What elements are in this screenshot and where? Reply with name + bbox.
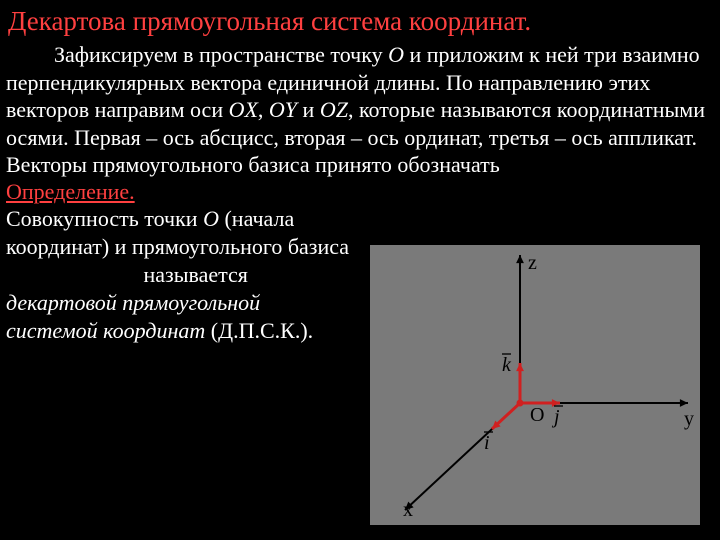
svg-text:k: k — [502, 354, 512, 376]
para-OZ: OZ — [320, 97, 348, 122]
def-d3: называется — [144, 262, 248, 287]
svg-text:y: y — [684, 408, 694, 430]
definition-label: Определение. — [6, 179, 710, 205]
svg-text:O: O — [530, 404, 544, 426]
para-O1: О — [388, 42, 404, 67]
definition-text: Совокупность точки О (начала координат) … — [6, 205, 351, 346]
para-comma1: , — [258, 97, 269, 122]
coordinate-diagram: z y x Ok j i — [370, 245, 700, 525]
def-d1: Совокупность точки — [6, 206, 203, 231]
def-O2: О — [203, 206, 219, 231]
para-t3: и — [297, 97, 320, 122]
svg-text:x: x — [403, 499, 413, 521]
svg-text:i: i — [484, 432, 490, 454]
para-OX: OX — [229, 97, 258, 122]
svg-text:j: j — [551, 406, 560, 428]
def-d5: (Д.П.С.К.). — [205, 318, 313, 343]
svg-text:z: z — [528, 252, 537, 274]
def-gap — [6, 262, 144, 287]
para-t1: Зафиксируем в пространстве точку — [54, 42, 388, 67]
para-OY: OY — [269, 97, 297, 122]
main-paragraph: Зафиксируем в пространстве точку О и при… — [0, 41, 720, 179]
coordinate-svg: z y x Ok j i — [370, 245, 700, 525]
slide-title: Декартова прямоугольная система координа… — [0, 0, 720, 41]
